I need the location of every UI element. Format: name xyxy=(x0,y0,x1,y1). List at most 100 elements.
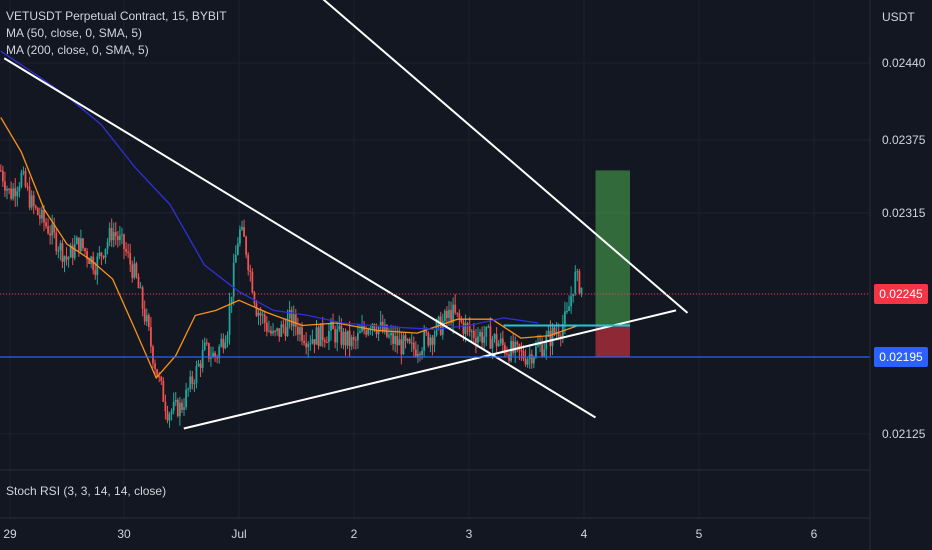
candle-body xyxy=(503,345,506,354)
candle-body xyxy=(278,328,281,337)
ma50-legend[interactable]: MA (50, close, 0, SMA, 5) xyxy=(6,26,143,40)
stop-loss-zone[interactable] xyxy=(595,325,631,358)
candle-body xyxy=(106,241,109,249)
candle-body xyxy=(357,333,359,341)
candle-body xyxy=(284,327,287,336)
candle-body xyxy=(137,276,140,289)
candle-body xyxy=(323,340,326,343)
candle-body xyxy=(216,357,219,359)
candle-body xyxy=(524,359,527,365)
symbol-title[interactable]: VETUSDT Perpetual Contract, 15, BYBIT xyxy=(6,9,227,23)
candle-body xyxy=(450,309,452,323)
candle-body xyxy=(32,195,35,206)
candle-body xyxy=(154,363,156,370)
candle-body xyxy=(265,322,268,332)
candle-body xyxy=(145,315,148,322)
candle-body xyxy=(301,327,303,341)
candle-body xyxy=(506,353,508,355)
candle-body xyxy=(110,227,113,241)
time-axis[interactable]: 29 30 Jul 2 3 4 5 6 xyxy=(3,527,817,541)
candle-body xyxy=(224,342,227,349)
candle-body xyxy=(512,340,515,353)
candle-body xyxy=(489,326,492,349)
candle-body xyxy=(321,323,324,341)
candle-body xyxy=(43,209,45,223)
candle-body xyxy=(156,369,159,377)
candle-body xyxy=(18,186,21,192)
candle-body xyxy=(532,357,535,364)
candle-body xyxy=(419,353,421,355)
candle-body xyxy=(104,248,107,258)
candle-body xyxy=(125,248,127,252)
candle-body xyxy=(24,171,27,187)
ma200-line xyxy=(0,50,539,330)
candle-body xyxy=(55,232,58,252)
candle-body xyxy=(361,326,363,332)
candle-body xyxy=(57,250,60,252)
candle-body xyxy=(375,330,378,335)
candle-body xyxy=(325,342,328,344)
candle-body xyxy=(168,414,171,421)
candle-body xyxy=(189,376,192,389)
candle-body xyxy=(98,252,101,257)
candle-body xyxy=(232,262,235,297)
candle-body xyxy=(522,351,525,360)
candle-body xyxy=(541,344,544,357)
candle-body xyxy=(566,310,568,312)
candle-body xyxy=(183,407,185,410)
candle-body xyxy=(261,314,264,316)
candle-body xyxy=(272,330,274,334)
candle-body xyxy=(263,314,266,323)
candle-body xyxy=(535,346,537,358)
candle-body xyxy=(199,363,202,368)
candle-body xyxy=(379,321,382,328)
time-tick-label: 2 xyxy=(351,527,358,541)
candle-body xyxy=(551,327,554,347)
stoch-rsi-label[interactable]: Stoch RSI (3, 3, 14, 14, close) xyxy=(6,484,167,498)
candle-body xyxy=(574,271,577,294)
candle-body xyxy=(243,227,245,237)
candle-body xyxy=(253,292,256,304)
candle-body xyxy=(537,345,539,347)
candle-body xyxy=(67,257,70,260)
candle-body xyxy=(495,334,498,347)
candle-body xyxy=(270,330,272,334)
candle-body xyxy=(77,237,80,252)
support-level-badge xyxy=(874,347,928,367)
candle-body xyxy=(294,313,297,327)
candle-body xyxy=(82,238,84,249)
candle-body xyxy=(147,315,150,328)
candle-body xyxy=(406,339,409,341)
ascending-support-trendline[interactable] xyxy=(183,309,677,430)
candle-body xyxy=(61,243,64,262)
candle-body xyxy=(178,402,181,417)
candle-body xyxy=(143,308,146,322)
candle-body xyxy=(344,331,347,346)
candle-body xyxy=(220,338,223,347)
candle-body xyxy=(539,344,541,346)
candle-body xyxy=(218,346,221,359)
candle-body xyxy=(45,222,47,227)
candle-body xyxy=(255,303,258,316)
candle-body xyxy=(241,227,243,230)
candle-body xyxy=(334,329,337,343)
candle-body xyxy=(280,324,283,337)
candle-body xyxy=(160,376,163,381)
candle-body xyxy=(578,271,581,294)
candle-body xyxy=(181,402,183,410)
ma200-legend[interactable]: MA (200, close, 0, SMA, 5) xyxy=(6,43,149,57)
candle-body xyxy=(526,359,529,365)
channel-upper-trendline[interactable] xyxy=(239,0,689,314)
candle-body xyxy=(454,304,457,313)
candle-body xyxy=(108,227,111,242)
candle-body xyxy=(468,325,471,332)
candle-body xyxy=(417,353,419,357)
candle-body xyxy=(158,376,161,378)
candle-body xyxy=(446,310,448,318)
candle-body xyxy=(203,342,206,350)
candle-body xyxy=(460,319,463,322)
candle-body xyxy=(152,346,154,364)
candle-body xyxy=(429,337,432,346)
candle-body xyxy=(568,306,570,311)
